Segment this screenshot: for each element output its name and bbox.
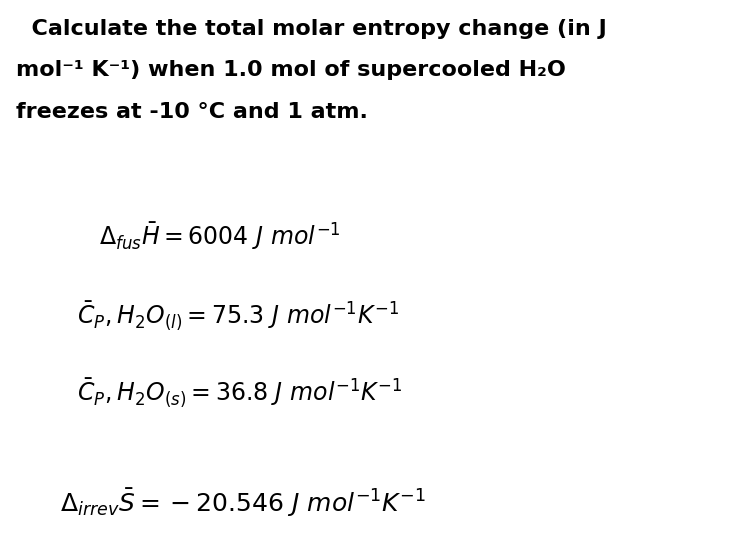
Text: $\bar{C}_{P},H_2O_{(l)} = 75.3\ J\ mol^{-1}K^{-1}$: $\bar{C}_{P},H_2O_{(l)} = 75.3\ J\ mol^{… <box>77 300 399 332</box>
Text: freezes at -10 °C and 1 atm.: freezes at -10 °C and 1 atm. <box>16 102 368 122</box>
Text: Calculate the total molar entropy change (in J: Calculate the total molar entropy change… <box>16 19 607 39</box>
Text: $\bar{C}_{P},H_2O_{(s)} = 36.8\ J\ mol^{-1}K^{-1}$: $\bar{C}_{P},H_2O_{(s)} = 36.8\ J\ mol^{… <box>77 377 403 409</box>
Text: $\Delta_{fus}\bar{H} = 6004\ J\ mol^{-1}$: $\Delta_{fus}\bar{H} = 6004\ J\ mol^{-1}… <box>99 220 341 252</box>
Text: mol⁻¹ K⁻¹) when 1.0 mol of supercooled H₂O: mol⁻¹ K⁻¹) when 1.0 mol of supercooled H… <box>16 60 566 80</box>
Text: $\Delta_{irrev}\bar{S} = -20.546\ J\ mol^{-1}K^{-1}$: $\Delta_{irrev}\bar{S} = -20.546\ J\ mol… <box>60 487 427 519</box>
